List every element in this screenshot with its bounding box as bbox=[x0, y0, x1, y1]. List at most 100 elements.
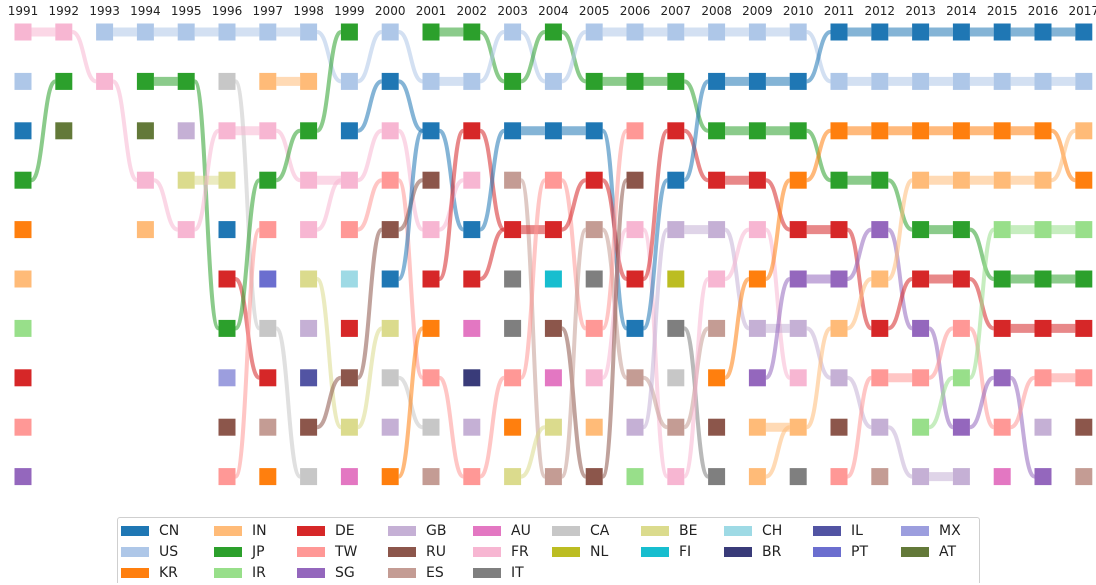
rank-node-us bbox=[708, 23, 726, 41]
rank-node-us bbox=[544, 72, 562, 90]
rank-link-fr bbox=[763, 227, 792, 380]
rank-node-gb bbox=[463, 418, 481, 436]
rank-node-us bbox=[585, 23, 603, 41]
rank-node-il bbox=[300, 369, 318, 387]
legend-label: PT bbox=[851, 544, 868, 560]
rank-node-sg bbox=[748, 369, 766, 387]
rank-node-us bbox=[259, 23, 277, 41]
rank-node-us bbox=[626, 23, 644, 41]
rank-node-fi bbox=[544, 270, 562, 288]
rank-node-kr bbox=[748, 270, 766, 288]
rank-node-fr bbox=[748, 221, 766, 239]
rank-node-kr bbox=[993, 122, 1011, 140]
rank-node-fr bbox=[381, 122, 399, 140]
legend-swatch bbox=[552, 526, 580, 536]
rank-node-sg bbox=[830, 270, 848, 288]
rank-node-tw bbox=[463, 468, 481, 486]
legend-label: GB bbox=[426, 523, 447, 539]
legend-label: RU bbox=[426, 544, 446, 560]
legend-item-ru: RU bbox=[388, 542, 446, 562]
rank-link-tw bbox=[519, 178, 547, 380]
rank-node-fr bbox=[14, 23, 32, 41]
rank-node-gb bbox=[952, 468, 970, 486]
rank-link-fr bbox=[357, 128, 383, 183]
rank-node-ca bbox=[381, 369, 399, 387]
rank-link-es bbox=[519, 178, 547, 479]
rank-node-fr bbox=[300, 171, 318, 189]
rank-link-jp bbox=[683, 79, 709, 133]
rank-link-in bbox=[887, 178, 914, 281]
rank-link-tw bbox=[600, 128, 629, 331]
rank-node-kr bbox=[1075, 171, 1093, 189]
year-axis: 1991 1992 1993 1994 1995 1996 1997 1998 1999 2000… bbox=[8, 4, 1096, 18]
legend-label: IL bbox=[851, 523, 863, 539]
rank-node-jp bbox=[14, 171, 32, 189]
legend-item-il: IL bbox=[813, 521, 863, 541]
rank-link-gb bbox=[805, 326, 832, 380]
legend-item-kr: KR bbox=[121, 563, 178, 583]
rank-link-be bbox=[356, 326, 383, 430]
rank-link-ir bbox=[967, 227, 996, 380]
rank-node-jp bbox=[300, 122, 318, 140]
rank-node-cn bbox=[340, 122, 358, 140]
rank-link-cn bbox=[479, 128, 506, 232]
rank-link-de bbox=[765, 178, 791, 232]
rank-link-ru bbox=[355, 227, 384, 380]
rank-node-fr bbox=[422, 221, 440, 239]
rank-link-ca bbox=[274, 326, 303, 479]
rank-node-jp bbox=[952, 221, 970, 239]
rank-links bbox=[30, 27, 1077, 482]
rank-link-tw bbox=[559, 178, 588, 331]
rank-node-us bbox=[993, 72, 1011, 90]
rank-node-au bbox=[993, 468, 1011, 486]
legend-swatch bbox=[214, 547, 242, 557]
legend-label: US bbox=[159, 544, 179, 560]
rank-node-it bbox=[504, 319, 522, 337]
rank-node-jp bbox=[912, 221, 930, 239]
legend-item-it: IT bbox=[473, 563, 524, 583]
legend-item-in: IN bbox=[214, 521, 267, 541]
rank-node-ru bbox=[381, 221, 399, 239]
rank-node-us bbox=[504, 23, 522, 41]
rank-node-sg bbox=[952, 418, 970, 436]
rank-link-fr bbox=[71, 30, 97, 84]
rank-node-de bbox=[626, 270, 644, 288]
rank-node-ca bbox=[422, 418, 440, 436]
rank-link-tw bbox=[846, 375, 873, 479]
rank-node-kr bbox=[422, 319, 440, 337]
rank-node-es bbox=[871, 468, 889, 486]
rank-node-tw bbox=[340, 221, 358, 239]
rank-node-es bbox=[585, 221, 603, 239]
rank-node-au bbox=[544, 369, 562, 387]
rank-link-kr bbox=[764, 178, 791, 281]
legend-item-gb: GB bbox=[388, 521, 446, 541]
rank-node-tw bbox=[259, 221, 277, 239]
rank-link-es bbox=[642, 375, 669, 430]
rank-node-gb bbox=[300, 319, 318, 337]
legend-item-jp: JP bbox=[214, 542, 265, 562]
rank-node-de bbox=[585, 171, 603, 189]
legend-swatch bbox=[121, 526, 149, 536]
rank-link-es bbox=[559, 227, 588, 479]
legend-label: NL bbox=[590, 544, 609, 560]
rank-node-us bbox=[748, 23, 766, 41]
rank-node-de bbox=[748, 171, 766, 189]
rank-node-nl bbox=[667, 270, 685, 288]
rank-node-cn bbox=[789, 72, 807, 90]
rank-node-fr bbox=[789, 369, 807, 387]
legend-swatch bbox=[473, 526, 501, 536]
rank-link-in bbox=[765, 425, 791, 479]
rank-node-kr bbox=[381, 468, 399, 486]
rank-node-it bbox=[667, 319, 685, 337]
legend-swatch bbox=[214, 526, 242, 536]
rank-link-jp bbox=[233, 178, 262, 331]
rank-node-au bbox=[463, 319, 481, 337]
legend-item-at: AT bbox=[901, 542, 956, 562]
rank-node-jp bbox=[667, 72, 685, 90]
legend-label: MX bbox=[939, 523, 961, 539]
legend-label: FR bbox=[511, 544, 529, 560]
rank-node-cn bbox=[626, 319, 644, 337]
rank-node-jp bbox=[1034, 270, 1052, 288]
rank-node-de bbox=[667, 122, 685, 140]
rank-link-us bbox=[357, 30, 383, 84]
